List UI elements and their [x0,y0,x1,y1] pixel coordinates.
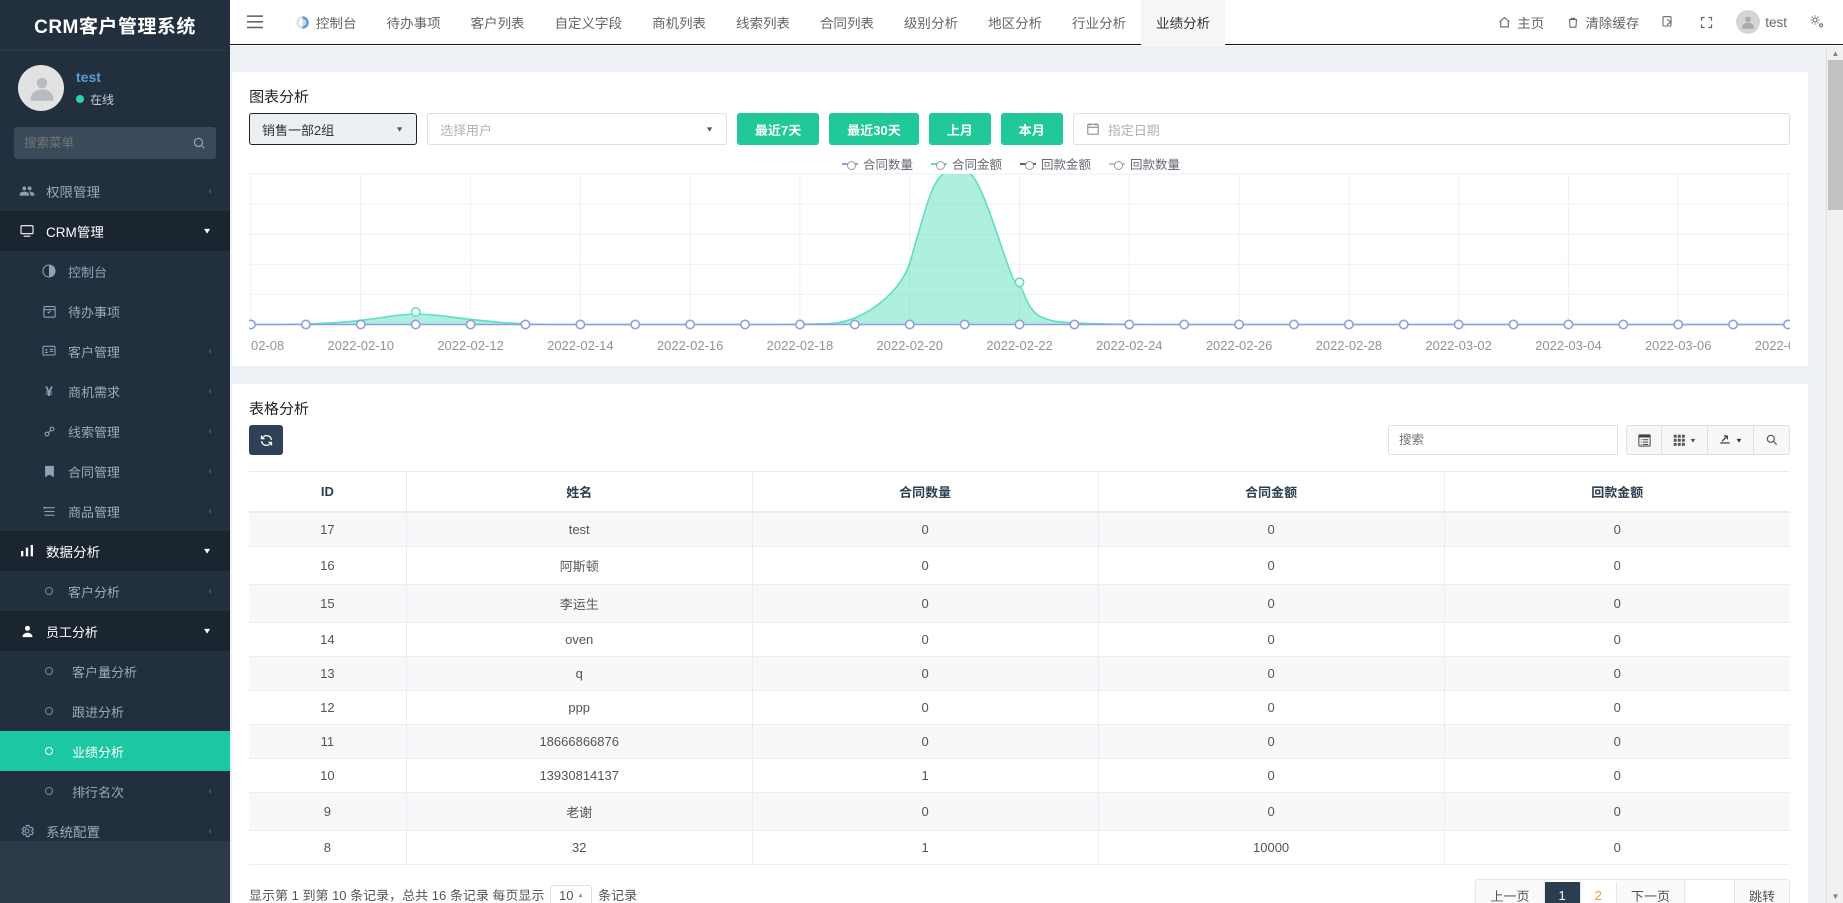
svg-text:02-08: 02-08 [251,338,284,352]
svg-text:2022-02-24: 2022-02-24 [1096,338,1163,352]
svg-text:2022-03-04: 2022-03-04 [1535,338,1602,352]
svg-text:2022-02-28: 2022-02-28 [1316,338,1383,352]
svg-text:2022-02-22: 2022-02-22 [986,338,1053,352]
svg-text:2022-02-10: 2022-02-10 [328,338,395,352]
svg-text:2022-02-16: 2022-02-16 [657,338,724,352]
svg-text:2022-02-18: 2022-02-18 [767,338,834,352]
svg-text:2022-02-12: 2022-02-12 [437,338,504,352]
svg-text:2022-02-20: 2022-02-20 [876,338,943,352]
svg-text:2022-03-02: 2022-03-02 [1425,338,1492,352]
svg-text:2022-02-14: 2022-02-14 [547,338,614,352]
svg-text:2022-03-06: 2022-03-06 [1645,338,1712,352]
svg-text:2022-02-26: 2022-02-26 [1206,338,1273,352]
svg-text:2022-03-08: 2022-03-08 [1755,338,1790,352]
